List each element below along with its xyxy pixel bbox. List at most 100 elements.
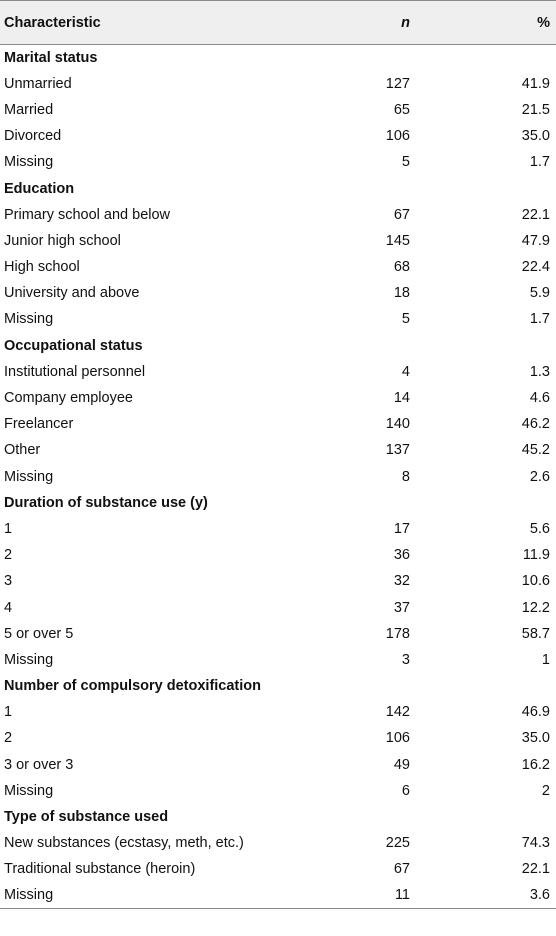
row-label: Missing bbox=[4, 782, 54, 799]
row-percent: 10.6 bbox=[521, 573, 550, 590]
row-n: 14 bbox=[393, 390, 410, 407]
row-label: Other bbox=[4, 442, 41, 459]
header-percent: % bbox=[440, 0, 556, 45]
section-label: Education bbox=[4, 180, 75, 197]
row-percent: 5.9 bbox=[529, 285, 550, 302]
table-row: Freelancer 140 46.2 bbox=[0, 411, 556, 437]
row-n: 106 bbox=[385, 128, 410, 145]
row-percent: 22.4 bbox=[521, 259, 550, 276]
table-body: Marital status Unmarried 127 41.9 Married 65 2… bbox=[0, 45, 556, 910]
row-percent: 22.1 bbox=[521, 206, 550, 223]
row-percent: 46.9 bbox=[521, 704, 550, 721]
row-label: Primary school and below bbox=[4, 206, 171, 223]
row-n: 65 bbox=[393, 101, 410, 118]
row-percent: 16.2 bbox=[521, 756, 550, 773]
row-label: 5 or over 5 bbox=[4, 625, 74, 642]
table-row: Institutional personnel 4 1.3 bbox=[0, 359, 556, 385]
table-row: Divorced 106 35.0 bbox=[0, 123, 556, 149]
row-percent: 3.6 bbox=[440, 882, 556, 910]
table-row: Missing 11 3.6 bbox=[0, 882, 556, 910]
row-percent: 22.1 bbox=[521, 861, 550, 878]
row-n: 5 bbox=[401, 311, 410, 328]
row-percent: 74.3 bbox=[521, 835, 550, 852]
row-n: 37 bbox=[393, 599, 410, 616]
table-row: Junior high school 145 47.9 bbox=[0, 228, 556, 254]
section-row: Duration of substance use (y) bbox=[0, 490, 556, 516]
section-label: Duration of substance use (y) bbox=[4, 494, 208, 511]
row-label: Married bbox=[4, 101, 54, 118]
row-label: 4 bbox=[4, 599, 13, 616]
row-n: 5 bbox=[401, 154, 410, 171]
row-percent: 1.7 bbox=[529, 311, 550, 328]
section-label: Occupational status bbox=[4, 337, 143, 354]
row-n: 11 bbox=[342, 882, 440, 910]
row-label: High school bbox=[4, 259, 80, 276]
table-row: Missing 5 1.7 bbox=[0, 306, 556, 332]
row-n: 4 bbox=[401, 363, 410, 380]
section-row: Type of substance used bbox=[0, 804, 556, 830]
table-row: Company employee 14 4.6 bbox=[0, 385, 556, 411]
table-row: Other 137 45.2 bbox=[0, 437, 556, 463]
table-row: Missing 6 2 bbox=[0, 778, 556, 804]
table-row: Missing 5 1.7 bbox=[0, 149, 556, 175]
row-label: 2 bbox=[4, 730, 13, 747]
row-n: 6 bbox=[401, 782, 410, 799]
section-label: Marital status bbox=[4, 49, 98, 66]
row-percent: 11.9 bbox=[522, 547, 550, 564]
section-label: Type of substance used bbox=[4, 809, 169, 826]
row-label: University and above bbox=[4, 285, 140, 302]
table-row: 1 142 46.9 bbox=[0, 699, 556, 725]
row-label: Company employee bbox=[4, 390, 133, 407]
row-label: Missing bbox=[0, 882, 342, 910]
table-row: 2 36 11.9 bbox=[0, 542, 556, 568]
row-n: 36 bbox=[393, 547, 410, 564]
row-n: 225 bbox=[385, 835, 410, 852]
row-percent: 21.5 bbox=[521, 101, 550, 118]
row-percent: 58.7 bbox=[521, 625, 550, 642]
table-row: 4 37 12.2 bbox=[0, 594, 556, 620]
section-label: Number of compulsory detoxification bbox=[4, 678, 261, 695]
table-row: Primary school and below 67 22.1 bbox=[0, 202, 556, 228]
row-percent: 35.0 bbox=[521, 128, 550, 145]
header-row: Characteristic n % bbox=[0, 0, 556, 45]
row-n: 145 bbox=[385, 232, 410, 249]
table-row: Traditional substance (heroin) 67 22.1 bbox=[0, 856, 556, 882]
row-label: 3 bbox=[4, 573, 13, 590]
table-row: High school 68 22.4 bbox=[0, 254, 556, 280]
row-percent: 45.2 bbox=[521, 442, 550, 459]
row-percent: 41.9 bbox=[521, 75, 550, 92]
row-n: 142 bbox=[385, 704, 410, 721]
table-row: Unmarried 127 41.9 bbox=[0, 71, 556, 97]
row-percent: 1.3 bbox=[529, 363, 550, 380]
table-row: 2 106 35.0 bbox=[0, 725, 556, 751]
row-n: 67 bbox=[393, 206, 410, 223]
row-label: Traditional substance (heroin) bbox=[4, 861, 196, 878]
row-label: 3 or over 3 bbox=[4, 756, 74, 773]
row-label: Unmarried bbox=[4, 75, 72, 92]
row-percent: 46.2 bbox=[521, 416, 550, 433]
row-n: 32 bbox=[393, 573, 410, 590]
table-row: Missing 8 2.6 bbox=[0, 464, 556, 490]
row-label: New substances (ecstasy, meth, etc.) bbox=[4, 835, 244, 852]
row-percent: 2.6 bbox=[529, 468, 550, 485]
row-percent: 47.9 bbox=[521, 232, 550, 249]
header-characteristic: Characteristic bbox=[0, 0, 342, 45]
row-percent: 5.6 bbox=[529, 520, 550, 537]
row-label: Missing bbox=[4, 311, 54, 328]
row-n: 68 bbox=[393, 259, 410, 276]
section-row: Number of compulsory detoxification bbox=[0, 673, 556, 699]
row-percent: 4.6 bbox=[529, 390, 550, 407]
row-label: 1 bbox=[4, 704, 13, 721]
row-label: 2 bbox=[4, 547, 13, 564]
row-n: 127 bbox=[385, 75, 410, 92]
row-n: 8 bbox=[401, 468, 410, 485]
row-label: Freelancer bbox=[4, 416, 74, 433]
table-row: Missing 3 1 bbox=[0, 647, 556, 673]
table-row: 5 or over 5 178 58.7 bbox=[0, 621, 556, 647]
row-percent: 2 bbox=[541, 782, 550, 799]
row-n: 3 bbox=[401, 651, 410, 668]
table-row: Married 65 21.5 bbox=[0, 97, 556, 123]
table-row: 3 32 10.6 bbox=[0, 568, 556, 594]
table-header: Characteristic n % bbox=[0, 0, 556, 45]
row-label: 1 bbox=[4, 520, 13, 537]
